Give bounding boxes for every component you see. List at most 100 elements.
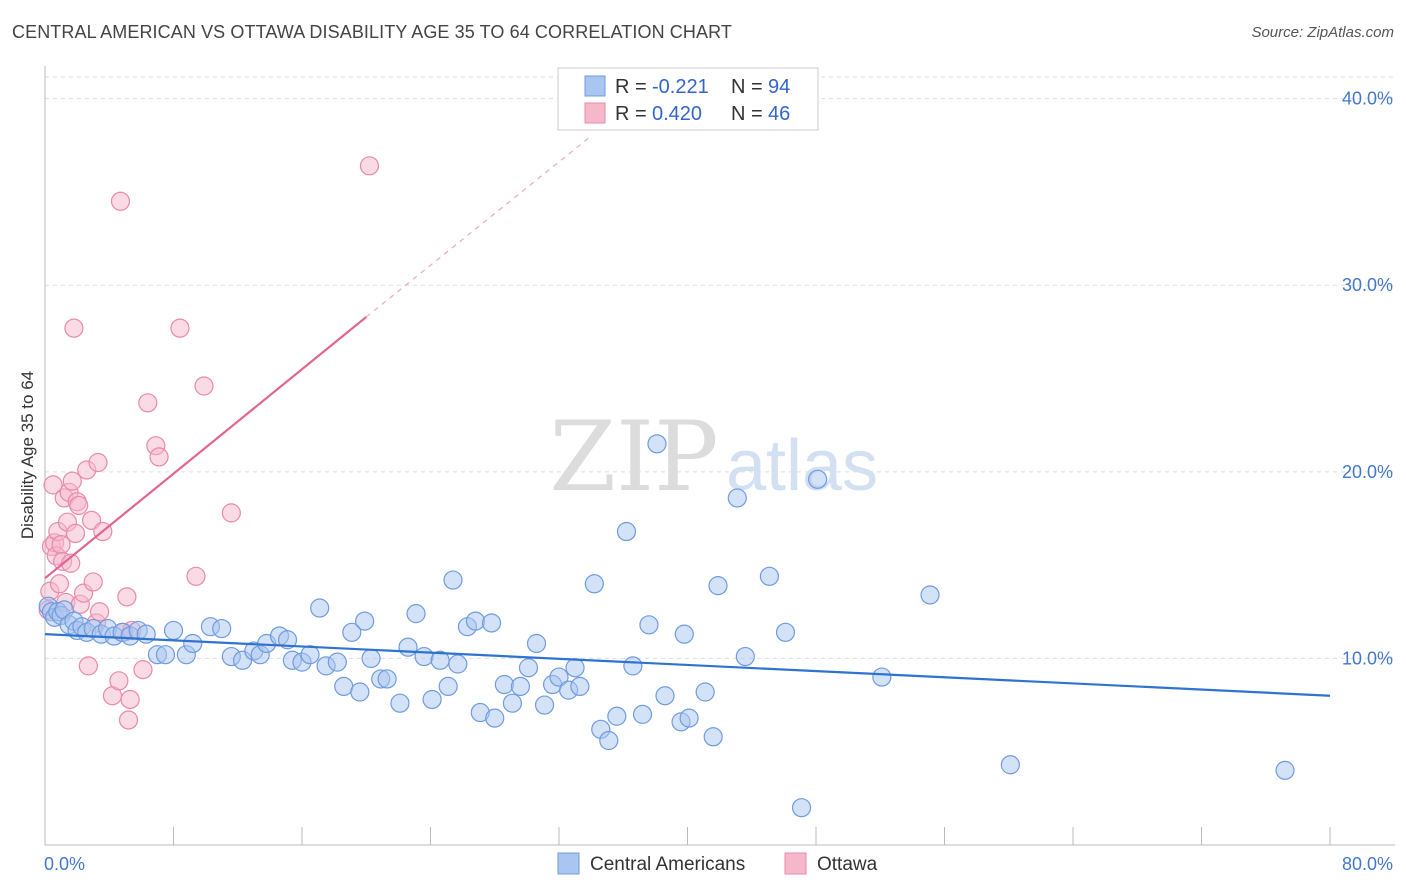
central-americans-point-78 xyxy=(639,615,659,635)
central-americans-point-46 xyxy=(390,693,410,713)
bottom-legend-swatch-blue xyxy=(557,852,580,875)
central-americans-point-47 xyxy=(398,637,418,657)
ottawa-point-45 xyxy=(221,503,241,523)
bottom-legend-swatch-pink xyxy=(784,852,807,875)
watermark-atlas: atlas xyxy=(726,426,878,506)
axes xyxy=(44,66,1395,846)
central-americans-point-76 xyxy=(623,656,643,676)
ottawa-point-43 xyxy=(186,566,206,586)
ottawa-trendline xyxy=(44,316,367,580)
legend-n-label-blue: N = xyxy=(731,76,763,98)
central-americans-point-53 xyxy=(443,570,463,590)
central-americans-point-83 xyxy=(679,708,699,728)
central-americans-point-88 xyxy=(735,646,755,667)
y-tick-label-2: 30.0% xyxy=(1342,275,1393,295)
ottawa-point-28 xyxy=(90,602,110,622)
central-americans-point-61 xyxy=(502,693,523,713)
central-americans-point-75 xyxy=(616,521,637,542)
y-axis-label: Disability Age 35 to 64 xyxy=(18,371,37,539)
legend-n-value-blue: 94 xyxy=(768,76,790,98)
x-tick-label-1: 80.0% xyxy=(1342,854,1393,874)
ottawa-point-25 xyxy=(83,572,103,592)
central-americans-point-96 xyxy=(1275,760,1295,780)
central-americans-point-93 xyxy=(872,667,892,687)
central-americans-point-63 xyxy=(518,658,539,678)
x-tick-label-0: 0.0% xyxy=(44,854,85,874)
ottawa-point-44 xyxy=(194,376,214,396)
central-americans-point-89 xyxy=(759,566,780,586)
legend-r-label-pink: R = xyxy=(615,103,647,125)
central-americans-point-58 xyxy=(481,613,502,633)
central-americans-point-50 xyxy=(422,689,442,710)
central-americans-point-94 xyxy=(920,585,940,605)
central-americans-point-85 xyxy=(703,727,723,747)
central-americans-point-45 xyxy=(377,669,397,689)
central-americans-point-18 xyxy=(136,624,156,644)
legend-r-label-blue: R = xyxy=(615,76,647,98)
legend-n-label-pink: N = xyxy=(731,103,763,125)
central-americans-points xyxy=(38,434,1295,818)
central-americans-point-38 xyxy=(327,652,347,672)
central-americans-point-86 xyxy=(708,576,728,596)
central-americans-point-82 xyxy=(674,624,694,644)
central-americans-point-54 xyxy=(448,654,468,674)
central-americans-point-43 xyxy=(361,648,381,669)
central-americans-point-70 xyxy=(570,676,590,697)
bottom-legend-label-blue: Central Americans xyxy=(590,854,745,875)
central-americans-point-40 xyxy=(342,622,362,642)
ottawa-point-23 xyxy=(78,656,98,676)
ottawa-point-41 xyxy=(149,447,169,467)
watermark-zip: ZIP xyxy=(549,401,718,513)
central-americans-point-92 xyxy=(808,469,828,489)
central-americans-point-25 xyxy=(212,618,232,639)
y-tick-label-3: 40.0% xyxy=(1342,89,1393,109)
central-americans-point-80 xyxy=(655,686,675,706)
chart-title: CENTRAL AMERICAN VS OTTAWA DISABILITY AG… xyxy=(12,22,732,42)
ottawa-point-31 xyxy=(109,671,129,691)
y-tick-labels: 10.0% 20.0% 30.0% 40.0% xyxy=(1342,89,1393,669)
legend: R = -0.221 N = 94 R = 0.420 N = 46 xyxy=(557,67,819,131)
central-americans-point-60 xyxy=(494,674,514,695)
central-americans-point-39 xyxy=(334,676,354,697)
central-americans-point-52 xyxy=(438,676,458,697)
central-americans-point-77 xyxy=(632,704,653,724)
ottawa-points xyxy=(38,156,380,730)
central-americans-point-95 xyxy=(1000,755,1020,775)
ottawa-point-39 xyxy=(138,393,158,413)
central-americans-point-42 xyxy=(355,611,375,631)
ottawa-point-46 xyxy=(359,156,380,176)
ottawa-point-35 xyxy=(118,710,139,730)
central-americans-point-90 xyxy=(775,622,796,642)
legend-swatch-pink xyxy=(584,102,606,124)
central-americans-point-62 xyxy=(510,676,531,697)
y-tick-label-1: 20.0% xyxy=(1342,462,1393,482)
central-americans-point-20 xyxy=(155,645,176,665)
ottawa-point-34 xyxy=(117,587,137,607)
central-americans-point-87 xyxy=(727,488,747,508)
legend-r-value-pink: 0.420 xyxy=(652,103,702,125)
central-americans-point-21 xyxy=(163,620,184,641)
chart-source: Source: ZipAtlas.com xyxy=(1251,24,1394,41)
central-americans-point-48 xyxy=(406,604,426,624)
central-americans-point-73 xyxy=(599,730,619,751)
ottawa-point-19 xyxy=(69,495,89,516)
ottawa-point-27 xyxy=(88,452,108,473)
ottawa-point-17 xyxy=(65,523,86,544)
central-americans-trendline xyxy=(44,633,1331,697)
ottawa-point-36 xyxy=(120,689,140,710)
legend-n-value-pink: 46 xyxy=(768,103,790,125)
ottawa-point-42 xyxy=(170,318,190,338)
central-americans-point-69 xyxy=(565,658,585,678)
central-americans-point-74 xyxy=(607,706,627,726)
central-americans-point-65 xyxy=(534,695,555,715)
ottawa-point-3 xyxy=(43,475,63,495)
x-tick-labels: 0.0% 80.0% xyxy=(44,854,1393,874)
trendlines xyxy=(44,135,1331,697)
central-americans-point-56 xyxy=(465,611,486,631)
central-americans-point-32 xyxy=(277,630,298,650)
ottawa-point-15 xyxy=(62,471,82,491)
bottom-legend: Central Americans Ottawa xyxy=(557,852,878,875)
central-americans-point-67 xyxy=(549,667,569,687)
bottom-legend-label-pink: Ottawa xyxy=(817,854,878,875)
